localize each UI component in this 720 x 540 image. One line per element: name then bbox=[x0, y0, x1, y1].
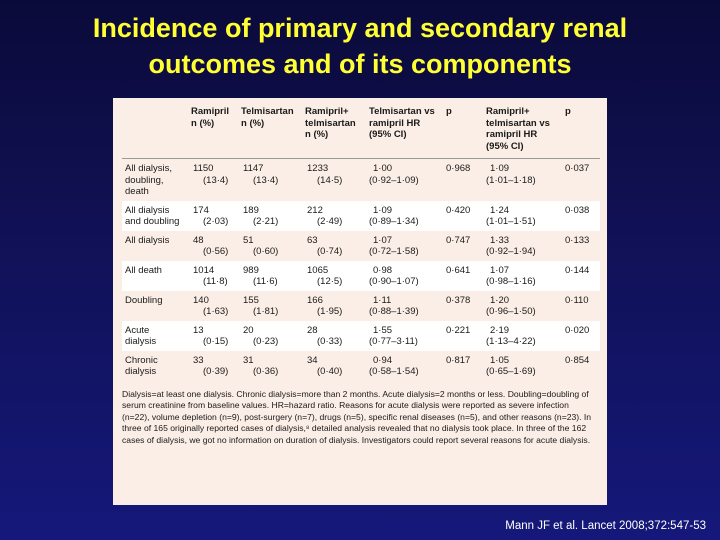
table-row: All dialysis, doubling, death 1150 (13·4) 114… bbox=[122, 159, 600, 201]
combination-p-cell: 0·038 bbox=[562, 200, 600, 231]
ramipril-cell: 13 (0·15) bbox=[188, 320, 238, 351]
combination-cell: 212 (2·49) bbox=[302, 200, 366, 231]
telmisartan-hr-cell: 0·94 (0·58–1·54) bbox=[369, 354, 419, 378]
telmisartan-p-cell: 0·420 bbox=[443, 200, 483, 231]
combination-cell: 28 (0·33) bbox=[302, 320, 366, 351]
telmisartan-cell: 155 (1·81) bbox=[243, 294, 279, 318]
ramipril-cell: 174 (2·03) bbox=[188, 200, 238, 231]
row-label: All dialysis, doubling, death bbox=[125, 163, 172, 197]
telmisartan-p-cell: 0·747 bbox=[446, 234, 471, 246]
row-label: All death bbox=[122, 260, 188, 291]
column-header-0 bbox=[122, 106, 188, 159]
ramipril-cell: 1014 (11·8) bbox=[188, 260, 238, 291]
combination-p-cell: 0·037 bbox=[565, 163, 590, 174]
table-panel: Ramipril n (%) Telmisartan n (%) Ramipril+ te… bbox=[113, 98, 607, 505]
combination-hr-cell: 1·05 (0·65–1·69) bbox=[486, 354, 536, 378]
combination-hr-cell: 1·24 (1·01–1·51) bbox=[483, 200, 562, 231]
combination-hr-cell: 1·07 (0·98–1·16) bbox=[483, 260, 562, 291]
slide-title-line-1: Incidence of primary and secondary renal bbox=[92, 13, 628, 43]
telmisartan-hr-cell: 1·09 (0·89–1·34) bbox=[366, 200, 443, 231]
table-footnote: Dialysis=at least one dialysis. Chronic … bbox=[122, 388, 592, 445]
row-label: All dialysis and doubling bbox=[122, 200, 188, 231]
ramipril-cell: 1150 (13·4) bbox=[193, 163, 229, 186]
combination-cell: 63 (0·74) bbox=[307, 234, 343, 258]
telmisartan-cell: 989 (11·6) bbox=[238, 260, 302, 291]
table-row: All dialysis 48 (0·56) 51 (0·60) 63 (0·74) 1·07… bbox=[122, 231, 600, 261]
combination-hr-cell: 2·19 (1·13–4·22) bbox=[483, 320, 562, 351]
column-header-7: p bbox=[562, 106, 600, 159]
telmisartan-hr-cell: 0·98 (0·90–1·07) bbox=[366, 260, 443, 291]
column-header-1: Ramipril n (%) bbox=[188, 106, 238, 159]
combination-hr-cell: 1·09 (1·01–1·18) bbox=[486, 163, 536, 186]
combination-p-cell: 0·854 bbox=[565, 354, 590, 366]
combination-cell: 166 (1·95) bbox=[307, 294, 343, 318]
telmisartan-hr-cell: 1·55 (0·77–3·11) bbox=[366, 320, 443, 351]
slide-title-line-2: outcomes and of its components bbox=[148, 49, 572, 79]
column-header-5: p bbox=[443, 106, 483, 159]
table-row: Chronic dialysis 33 (0·39) 31 (0·36) 34 (0·40) 0… bbox=[122, 351, 600, 381]
telmisartan-p-cell: 0·817 bbox=[446, 354, 471, 366]
table-header-row: Ramipril n (%) Telmisartan n (%) Ramipril+ te… bbox=[122, 106, 600, 159]
telmisartan-p-cell: 0·221 bbox=[443, 320, 483, 351]
telmisartan-cell: 51 (0·60) bbox=[243, 234, 279, 258]
row-label: Acute dialysis bbox=[122, 320, 188, 351]
table-row: Acute dialysis 13 (0·15) 20 (0·23) 28 (0·33) 1·5… bbox=[122, 320, 600, 351]
telmisartan-cell: 1147 (13·4) bbox=[243, 163, 279, 186]
telmisartan-p-cell: 0·378 bbox=[446, 294, 471, 306]
combination-cell: 1233 (14·5) bbox=[307, 163, 343, 186]
row-label: All dialysis bbox=[125, 234, 170, 246]
combination-p-cell: 0·144 bbox=[562, 260, 600, 291]
row-label: Doubling bbox=[125, 294, 163, 306]
ramipril-cell: 33 (0·39) bbox=[193, 354, 229, 378]
column-header-2: Telmisartan n (%) bbox=[238, 106, 302, 159]
column-header-6: Ramipril+ telmisartan vs ramipril HR (95% C… bbox=[483, 106, 562, 159]
table-body: All dialysis, doubling, death 1150 (13·4) 114… bbox=[122, 159, 600, 381]
telmisartan-hr-cell: 1·11 (0·88–1·39) bbox=[369, 294, 419, 318]
combination-cell: 34 (0·40) bbox=[307, 354, 343, 378]
ramipril-cell: 140 (1·63) bbox=[193, 294, 229, 318]
ramipril-cell: 48 (0·56) bbox=[193, 234, 229, 258]
slide-title: Incidence of primary and secondary renal… bbox=[0, 10, 720, 82]
column-header-3: Ramipril+ telmisartan n (%) bbox=[302, 106, 366, 159]
combination-cell: 1065 (12·5) bbox=[302, 260, 366, 291]
telmisartan-cell: 189 (2·21) bbox=[238, 200, 302, 231]
row-label: Chronic dialysis bbox=[125, 354, 158, 378]
table-row: All death 1014 (11·8) 989 (11·6) 1065 (12·5) 0·… bbox=[122, 260, 600, 291]
combination-p-cell: 0·110 bbox=[565, 294, 589, 306]
telmisartan-cell: 20 (0·23) bbox=[238, 320, 302, 351]
column-header-4: Telmisartan vs ramipril HR (95% CI) bbox=[366, 106, 443, 159]
table-row: All dialysis and doubling 174 (2·03) 189 (2·2… bbox=[122, 200, 600, 231]
citation: Mann JF et al. Lancet 2008;372:547-53 bbox=[505, 520, 706, 532]
telmisartan-hr-cell: 1·00 (0·92–1·09) bbox=[369, 163, 419, 186]
renal-outcomes-table: Ramipril n (%) Telmisartan n (%) Ramipril+ te… bbox=[122, 106, 600, 381]
telmisartan-hr-cell: 1·07 (0·72–1·58) bbox=[369, 234, 419, 258]
table-row: Doubling 140 (1·63) 155 (1·81) 166 (1·95) 1·11(… bbox=[122, 291, 600, 321]
combination-p-cell: 0·020 bbox=[562, 320, 600, 351]
combination-hr-cell: 1·20 (0·96–1·50) bbox=[486, 294, 536, 318]
telmisartan-p-cell: 0·641 bbox=[443, 260, 483, 291]
combination-hr-cell: 1·33 (0·92–1·94) bbox=[486, 234, 536, 258]
telmisartan-cell: 31 (0·36) bbox=[243, 354, 279, 378]
combination-p-cell: 0·133 bbox=[565, 234, 590, 246]
telmisartan-p-cell: 0·968 bbox=[446, 163, 471, 174]
